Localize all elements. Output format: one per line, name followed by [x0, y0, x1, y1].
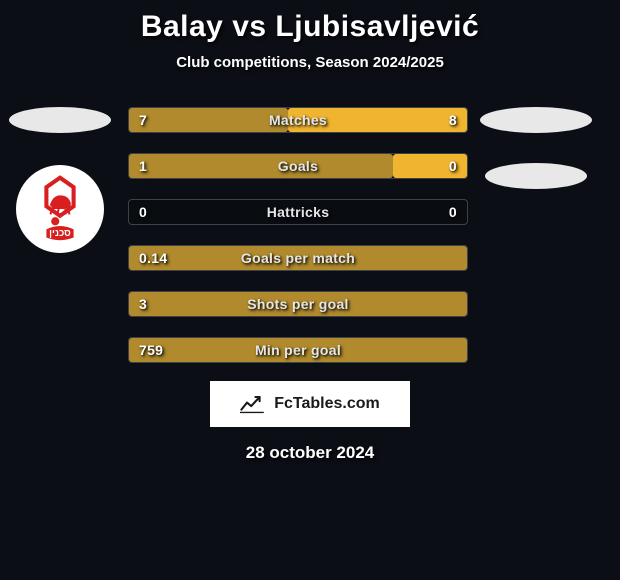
bar-value-right: 0 [449, 204, 457, 220]
club-logo-icon: סכנין [26, 175, 94, 243]
bar-value-right: 0 [449, 158, 457, 174]
player2-flag-ellipse [480, 107, 592, 133]
bar-row: 0.14 Goals per match [128, 245, 468, 271]
bar-label: Shots per goal [247, 296, 348, 312]
bar-value-left: 759 [139, 342, 163, 358]
bar-label: Hattricks [267, 204, 330, 220]
bar-value-left: 1 [139, 158, 147, 174]
bar-row: 3 Shots per goal [128, 291, 468, 317]
comparison-bars: 7 8 Matches 1 0 Goals 0 0 Hattricks 0.14 Goals per… [128, 107, 468, 363]
svg-text:סכנין: סכנין [49, 228, 71, 239]
bar-segment-left [129, 108, 288, 132]
bar-label: Matches [269, 112, 327, 128]
bar-value-right: 8 [449, 112, 457, 128]
bar-value-left: 7 [139, 112, 147, 128]
bar-segment-left [129, 154, 393, 178]
player2-club-ellipse [485, 163, 587, 189]
player1-flag-ellipse [9, 107, 111, 133]
bar-value-left: 0.14 [139, 250, 167, 266]
bar-row: 7 8 Matches [128, 107, 468, 133]
date-text: 28 october 2024 [246, 443, 375, 463]
chart-area: סכנין 7 8 Matches 1 0 Goals 0 0 Hattricks 0.14 Goa… [0, 107, 620, 363]
infographic-container: Balay vs Ljubisavljević Club competition… [0, 0, 620, 580]
bar-row: 759 Min per goal [128, 337, 468, 363]
player1-club-logo: סכנין [16, 165, 104, 253]
bar-value-left: 3 [139, 296, 147, 312]
bar-label: Min per goal [255, 342, 341, 358]
bar-value-left: 0 [139, 204, 147, 220]
source-text: FcTables.com [274, 395, 380, 413]
right-logo-column [476, 107, 596, 189]
bar-label: Goals per match [241, 250, 355, 266]
bar-row: 0 0 Hattricks [128, 199, 468, 225]
page-subtitle: Club competitions, Season 2024/2025 [176, 54, 444, 71]
page-title: Balay vs Ljubisavljević [141, 10, 479, 44]
chart-icon [240, 394, 268, 414]
bar-row: 1 0 Goals [128, 153, 468, 179]
bar-label: Goals [278, 158, 318, 174]
source-badge: FcTables.com [210, 381, 410, 427]
left-logo-column: סכנין [0, 107, 120, 253]
